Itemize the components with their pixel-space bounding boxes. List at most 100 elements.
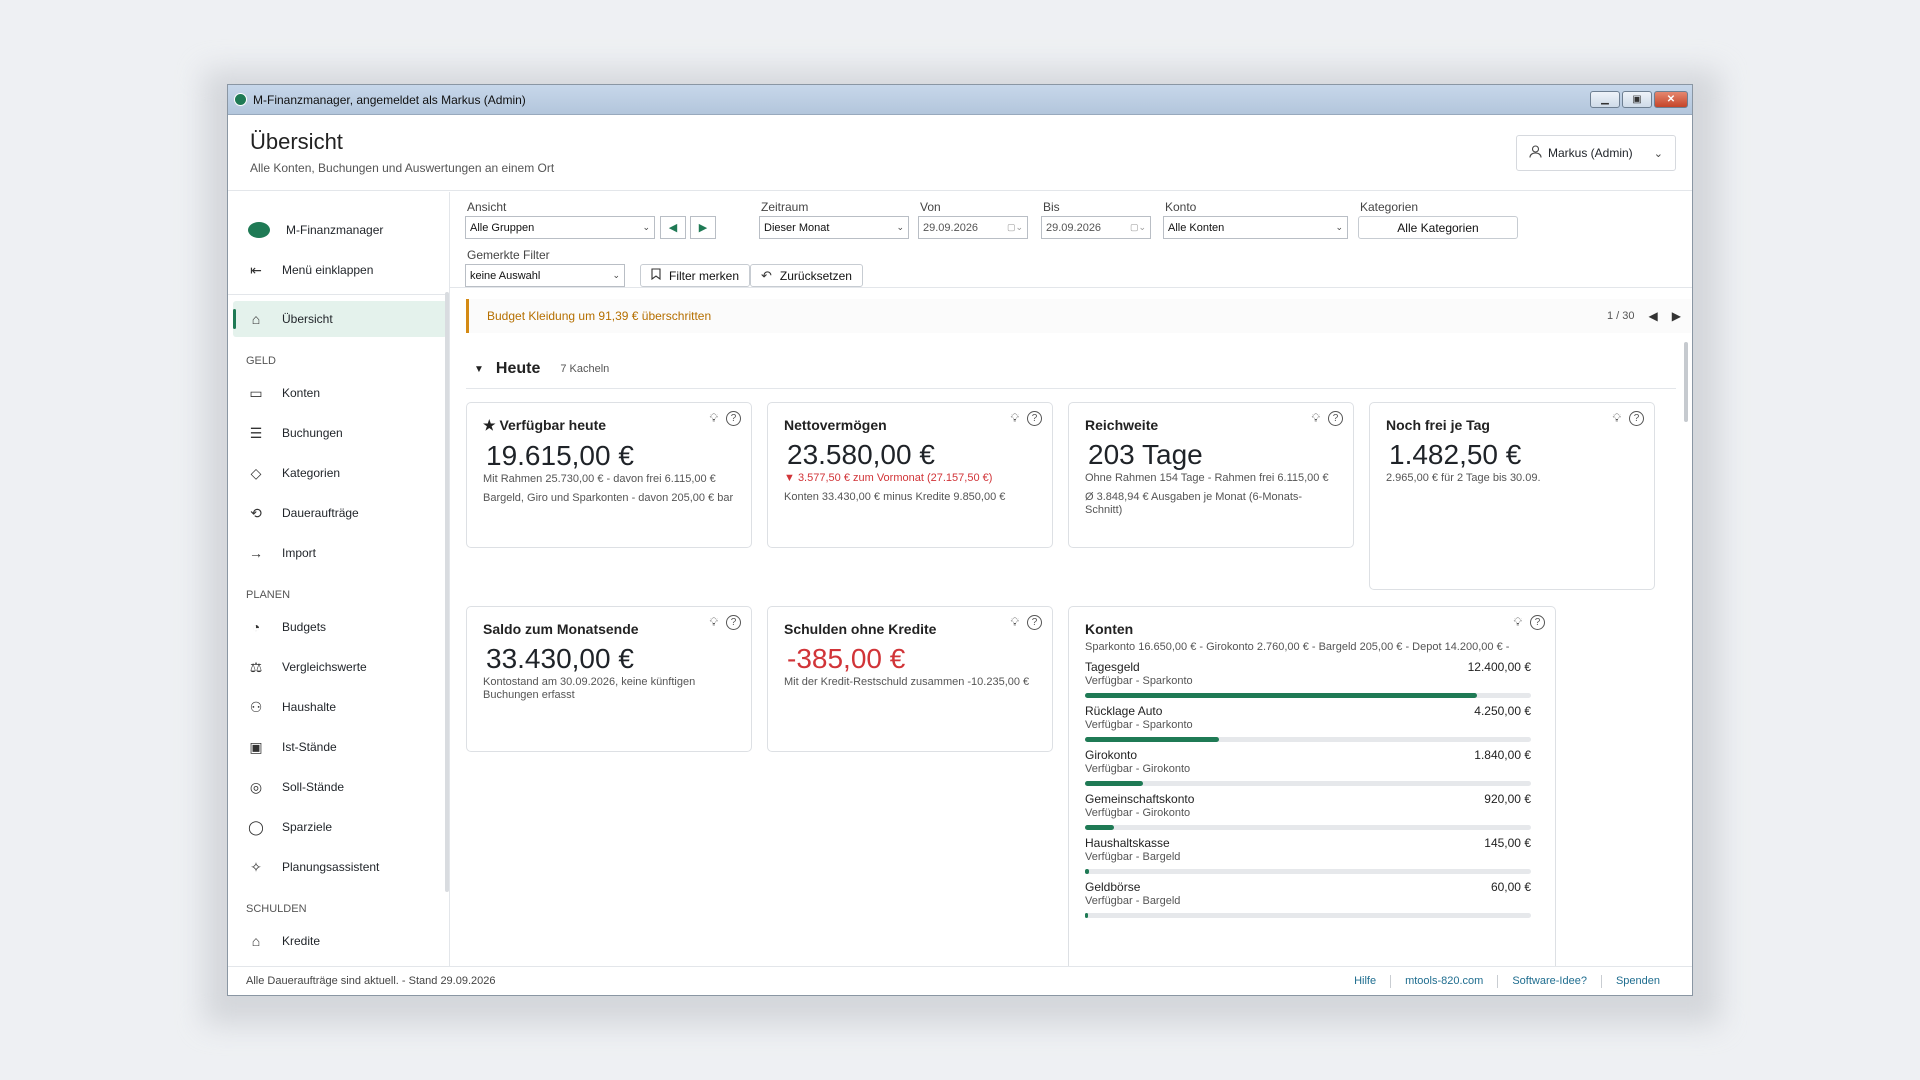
lightbulb-icon[interactable]: 💡︎	[1311, 411, 1320, 425]
tile-noch-frei-je-tag[interactable]: 💡︎? Noch frei je Tag 1.482,50 € 2.965,00…	[1369, 402, 1655, 590]
tile-detail: Bargeld, Giro und Sparkonten - davon 205…	[483, 492, 734, 504]
zuruecksetzen-button[interactable]: ↶ Zurücksetzen	[750, 264, 863, 287]
sidebar-item-kategorien[interactable]: ◇ Kategorien	[228, 455, 449, 491]
konten-summary: Sparkonto 16.650,00 € - Girokonto 2.760,…	[1085, 641, 1510, 653]
maximize-button[interactable]: ▣	[1622, 91, 1652, 108]
sidebar-item-haushalte[interactable]: ⚇ Haushalte	[228, 689, 449, 725]
user-icon	[1529, 145, 1542, 161]
zeitraum-select[interactable]: Dieser Monat ⌄	[759, 216, 909, 239]
account-row[interactable]: Haushaltskasse 145,00 € Verfügbar - Bargel…	[1085, 836, 1531, 874]
kategorien-button[interactable]: Alle Kategorien	[1358, 216, 1518, 239]
gemerkte-filter-label: Gemerkte Filter	[467, 248, 550, 262]
account-row[interactable]: Geldbörse 60,00 € Verfügbar - Bargeld	[1085, 880, 1531, 918]
von-label: Von	[920, 200, 941, 214]
chevron-down-icon: ⌄	[642, 222, 650, 232]
lightbulb-icon[interactable]: 💡︎	[709, 411, 718, 425]
tile-schulden-ohne-kredite[interactable]: 💡︎? Schulden ohne Kredite -385,00 € Mit …	[767, 606, 1053, 752]
ansicht-select[interactable]: Alle Gruppen ⌄	[465, 216, 655, 239]
account-row[interactable]: Rücklage Auto 4.250,00 € Verfügbar - Spark…	[1085, 704, 1531, 742]
sidebar-item-soll-staende[interactable]: ◎ Soll-Stände	[228, 769, 449, 805]
lightbulb-icon[interactable]: 💡︎	[1513, 615, 1522, 629]
sidebar-item-planungsassistent[interactable]: ✧ Planungsassistent	[228, 849, 449, 885]
help-icon[interactable]: ?	[1530, 615, 1545, 630]
tile-actions: 💡︎?	[1011, 411, 1042, 426]
page-header: Übersicht Alle Konten, Buchungen und Aus…	[228, 115, 1692, 191]
account-row[interactable]: Gemeinschaftskonto 920,00 € Verfügbar - Gi…	[1085, 792, 1531, 830]
link-spenden[interactable]: Spenden	[1615, 975, 1660, 987]
konto-select[interactable]: Alle Konten ⌄	[1163, 216, 1348, 239]
link-hilfe[interactable]: Hilfe	[1354, 975, 1377, 987]
tile-nettovermoegen[interactable]: 💡︎? Nettovermögen 23.580,00 € ▼ 3.577,50…	[767, 402, 1053, 548]
lightbulb-icon[interactable]: 💡︎	[709, 615, 718, 629]
sidebar-item-dauerauftraege[interactable]: ⟲ Daueraufträge	[228, 495, 449, 531]
help-icon[interactable]: ?	[1027, 411, 1042, 426]
tile-detail: Ø 3.848,94 € Ausgaben je Monat (6-Monats…	[1085, 491, 1303, 516]
sidebar-section-geld: GELD	[246, 355, 276, 367]
account-balance: 1.840,00 €	[1474, 748, 1531, 762]
help-icon[interactable]: ?	[1027, 615, 1042, 630]
lightbulb-icon[interactable]: 💡︎	[1010, 411, 1019, 425]
account-type: Verfügbar - Sparkonto	[1085, 675, 1193, 687]
help-icon[interactable]: ?	[1629, 411, 1644, 426]
minimize-button[interactable]: ▁	[1590, 91, 1620, 108]
lightbulb-icon[interactable]: 💡︎	[1612, 411, 1621, 425]
tile-title: ★ Verfügbar heute	[483, 417, 607, 433]
filter-bar: Ansicht Alle Gruppen ⌄ ◀ ▶ Zeitraum Diese…	[450, 192, 1692, 288]
tile-detail: Konten 33.430,00 € minus Kredite 9.850,0…	[784, 491, 1006, 503]
section-title: Heute	[495, 360, 541, 377]
account-type: Verfügbar - Girokonto	[1085, 807, 1191, 819]
sidebar-item-uebersicht[interactable]: ⌂ Übersicht	[233, 301, 447, 337]
ansicht-label: Ansicht	[467, 200, 507, 214]
repeat-icon: ⟲	[250, 504, 262, 521]
help-icon[interactable]: ?	[726, 615, 741, 630]
main-scrollbar[interactable]	[1684, 342, 1688, 422]
account-type: Verfügbar - Girokonto	[1085, 763, 1191, 775]
sidebar-item-ist-staende[interactable]: ▣ Ist-Stände	[228, 729, 449, 765]
kategorien-label: Kategorien	[1360, 200, 1419, 214]
section-header-heute[interactable]: ▼ Heute 7 Kacheln	[474, 360, 609, 378]
von-date-input[interactable]: 29.09.2026 ▢⌄	[918, 216, 1028, 239]
account-row[interactable]: Girokonto 1.840,00 € Verfügbar - Girokonto	[1085, 748, 1531, 786]
sidebar-item-buchungen[interactable]: ☰ Buchungen	[228, 415, 449, 451]
tile-reichweite[interactable]: 💡︎? Reichweite 203 Tage Ohne Rahmen 154 …	[1068, 402, 1354, 548]
sidebar-item-label: Budgets	[282, 620, 327, 634]
account-row[interactable]: Tagesgeld 12.400,00 € Verfügbar - Sparkont…	[1085, 660, 1531, 698]
triangle-left-icon[interactable]: ◀	[1648, 309, 1658, 323]
sidebar-collapse-menu[interactable]: ⇤ Menü einklappen	[228, 252, 449, 288]
account-balance: 920,00 €	[1484, 792, 1531, 806]
filter-merken-button[interactable]: Filter merken	[640, 264, 751, 287]
kategorien-value: Alle Kategorien	[1397, 220, 1479, 235]
home-icon: ⌂	[251, 311, 261, 327]
alert-text[interactable]: Budget Kleidung um 91,39 € überschritten	[487, 309, 712, 323]
sidebar-item-konten[interactable]: ▭ Konten	[228, 375, 449, 411]
tile-konten[interactable]: 💡︎? Konten Sparkonto 16.650,00 € - Girok…	[1068, 606, 1556, 995]
window-controls: ▁ ▣ ✕	[1590, 91, 1692, 108]
account-name: Girokonto	[1085, 748, 1138, 762]
sidebar-item-budgets[interactable]: ◔ Budgets	[228, 609, 449, 645]
zuruecksetzen-label: Zurücksetzen	[779, 268, 852, 283]
lightbulb-icon[interactable]: 💡︎	[1010, 615, 1019, 629]
calendar-icon: ▢⌄	[1129, 222, 1146, 232]
link-software-idee[interactable]: Software-Idee?	[1512, 975, 1587, 987]
previous-group-button[interactable]: ◀	[660, 216, 686, 239]
bis-date-input[interactable]: 29.09.2026 ▢⌄	[1041, 216, 1151, 239]
help-icon[interactable]: ?	[1328, 411, 1343, 426]
tile-verfuegbar-heute[interactable]: 💡︎? ★ Verfügbar heute 19.615,00 € Mit Ra…	[466, 402, 752, 548]
triangle-right-icon[interactable]: ▶	[1671, 309, 1681, 323]
sidebar-item-vergleichswerte[interactable]: ⚖ Vergleichswerte	[228, 649, 449, 685]
link-website[interactable]: mtools-820.com	[1405, 975, 1484, 987]
sidebar-item-import[interactable]: → Import	[228, 535, 449, 571]
collapse-menu-icon: ⇤	[250, 261, 262, 278]
sidebar-item-kredite[interactable]: ⌂ Kredite	[228, 923, 449, 959]
next-group-button[interactable]: ▶	[690, 216, 716, 239]
gemerkte-filter-select[interactable]: keine Auswahl ⌄	[465, 264, 625, 287]
tile-saldo-monatsende[interactable]: 💡︎? Saldo zum Monatsende 33.430,00 € Kon…	[466, 606, 752, 752]
help-icon[interactable]: ?	[726, 411, 741, 426]
tile-title: Noch frei je Tag	[1386, 417, 1490, 433]
user-menu-button[interactable]: Markus (Admin) ⌄	[1516, 135, 1676, 171]
account-share-fill	[1085, 693, 1478, 698]
sidebar-item-sparziele[interactable]: ◯ Sparziele	[228, 809, 449, 845]
sidebar-scrollbar[interactable]	[445, 292, 449, 892]
close-button[interactable]: ✕	[1654, 91, 1688, 108]
sidebar-brand[interactable]: M-Finanzmanager	[228, 212, 449, 248]
